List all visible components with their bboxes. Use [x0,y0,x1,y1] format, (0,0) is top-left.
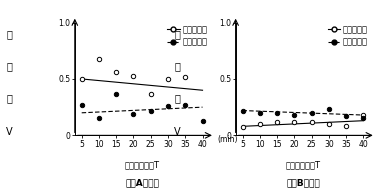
Text: 値: 値 [6,93,12,103]
Point [274,111,280,114]
Point [326,123,332,126]
Point [131,112,137,115]
Point [343,115,349,118]
Text: 力: 力 [6,61,12,71]
Point [182,103,188,106]
Point [165,77,171,80]
Point [96,57,102,60]
Text: (min): (min) [218,135,238,144]
Point [79,103,85,106]
Text: 作業Bの場合: 作業Bの場合 [286,178,320,187]
Point [309,111,315,114]
Point [131,74,137,77]
Text: 作業経過時間T: 作業経過時間T [125,160,160,169]
Text: V: V [174,127,181,137]
Legend: グループ１, グループ２: グループ１, グループ２ [327,24,369,48]
Text: 値: 値 [175,93,181,103]
Text: V: V [6,127,13,137]
Legend: グループ１, グループ２: グループ１, グループ２ [166,24,208,48]
Point [239,126,245,129]
Point [291,120,297,123]
Point [113,71,119,74]
Text: 作業経過時間T: 作業経過時間T [285,160,321,169]
Point [309,120,315,123]
Point [291,114,297,117]
Point [182,75,188,78]
Point [148,92,154,95]
Point [257,111,263,114]
Point [79,77,85,80]
Point [361,114,367,117]
Point [165,105,171,108]
Point [257,123,263,126]
Point [343,125,349,128]
Point [96,117,102,120]
Point [326,108,332,111]
Point [361,117,367,120]
Point [200,119,206,122]
Point [113,92,119,95]
Point [274,120,280,123]
Text: 作業Aの場合: 作業Aの場合 [125,178,159,187]
Text: 力: 力 [175,61,181,71]
Text: 能: 能 [6,29,12,39]
Point [239,109,245,112]
Text: 能: 能 [175,29,181,39]
Point [148,109,154,112]
